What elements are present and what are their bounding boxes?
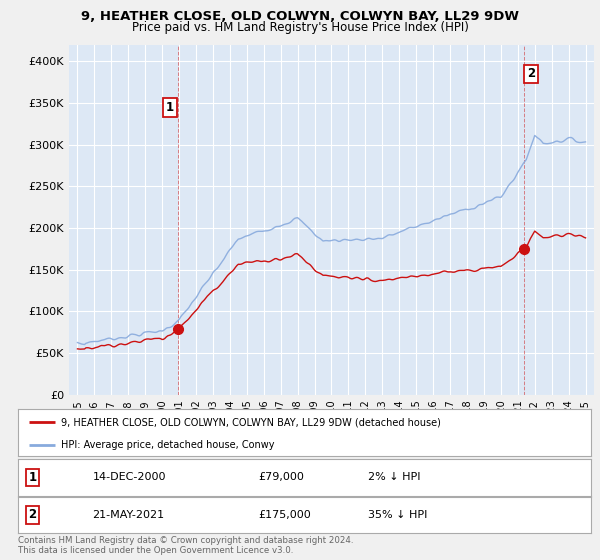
Text: £175,000: £175,000 [259,510,311,520]
Text: 14-DEC-2000: 14-DEC-2000 [92,473,166,482]
Text: 9, HEATHER CLOSE, OLD COLWYN, COLWYN BAY, LL29 9DW (detached house): 9, HEATHER CLOSE, OLD COLWYN, COLWYN BAY… [61,417,441,427]
Text: 9, HEATHER CLOSE, OLD COLWYN, COLWYN BAY, LL29 9DW: 9, HEATHER CLOSE, OLD COLWYN, COLWYN BAY… [81,10,519,23]
Text: 2: 2 [28,508,37,521]
Text: 35% ↓ HPI: 35% ↓ HPI [368,510,427,520]
Text: HPI: Average price, detached house, Conwy: HPI: Average price, detached house, Conw… [61,440,274,450]
Text: 2% ↓ HPI: 2% ↓ HPI [368,473,420,482]
Text: Contains HM Land Registry data © Crown copyright and database right 2024.
This d: Contains HM Land Registry data © Crown c… [18,536,353,556]
Text: 1: 1 [28,471,37,484]
Text: 2: 2 [527,67,535,81]
Text: Price paid vs. HM Land Registry's House Price Index (HPI): Price paid vs. HM Land Registry's House … [131,21,469,34]
Text: £79,000: £79,000 [259,473,305,482]
Text: 1: 1 [166,101,174,114]
Text: 21-MAY-2021: 21-MAY-2021 [92,510,164,520]
